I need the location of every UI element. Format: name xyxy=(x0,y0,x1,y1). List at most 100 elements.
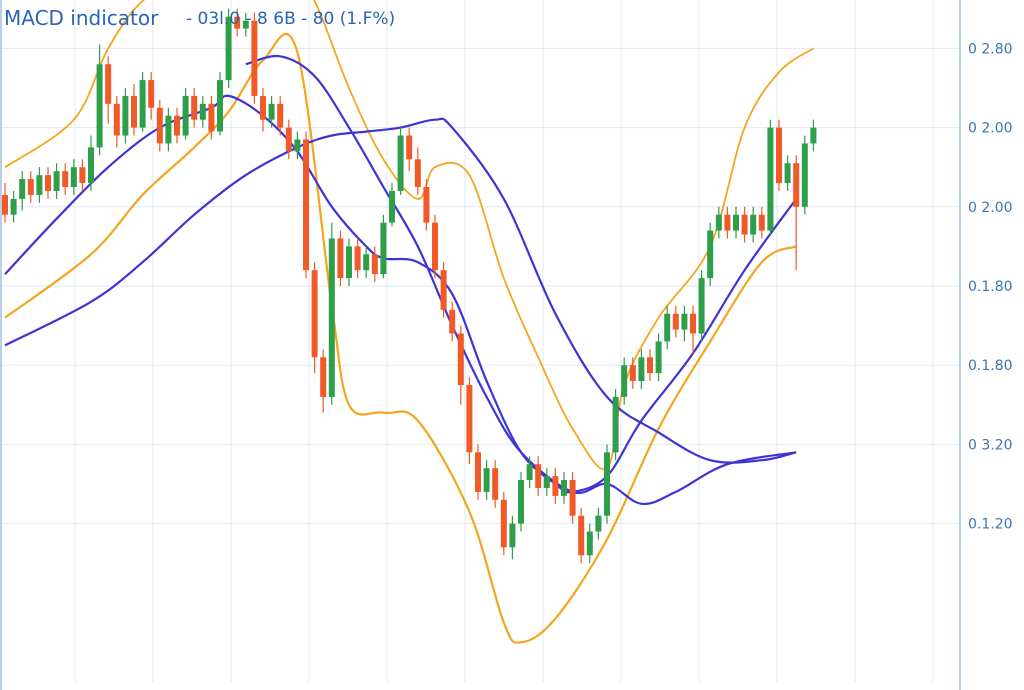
candle-up xyxy=(139,72,146,132)
candle-body xyxy=(303,139,309,271)
candle-down xyxy=(311,262,318,374)
candle-body xyxy=(148,80,155,108)
candle-up xyxy=(681,305,688,342)
candle-body xyxy=(500,499,507,548)
candle-body xyxy=(268,103,275,120)
candle-up xyxy=(767,119,774,235)
signal-line xyxy=(245,54,797,506)
candle-body xyxy=(328,238,335,397)
slow-ma-line xyxy=(4,117,797,464)
candle-body xyxy=(526,464,533,481)
candle-up xyxy=(698,270,705,342)
candle-up xyxy=(621,357,628,405)
candle-body xyxy=(397,135,404,191)
candle-down xyxy=(492,460,499,508)
candle-up xyxy=(165,107,172,152)
candle-down xyxy=(260,88,266,132)
candle-up xyxy=(389,183,395,227)
candle-body xyxy=(552,476,559,496)
candle-down xyxy=(690,305,696,354)
candle-up xyxy=(715,206,722,239)
candle-body xyxy=(277,103,284,128)
candle-body xyxy=(122,95,129,136)
candle-body xyxy=(561,480,567,496)
candle-body xyxy=(509,523,516,548)
candle-down xyxy=(79,159,86,191)
candle-up xyxy=(268,95,275,128)
candle-down xyxy=(156,99,163,152)
candle-down xyxy=(724,206,731,239)
candle-down xyxy=(449,301,456,342)
candle-body xyxy=(707,230,714,279)
candle-down xyxy=(758,206,765,239)
candle-body xyxy=(492,468,499,500)
candle-up xyxy=(664,305,671,350)
candle-body xyxy=(466,385,473,453)
candle-down xyxy=(432,214,438,279)
candle-body xyxy=(724,214,731,231)
candle-body xyxy=(242,20,249,29)
candle-body xyxy=(801,143,808,207)
candle-body xyxy=(53,171,60,191)
candle-body xyxy=(681,313,688,330)
candle-down xyxy=(423,179,430,231)
candle-body xyxy=(423,187,430,223)
candle-body xyxy=(217,80,223,132)
candle-body xyxy=(776,127,782,184)
y-tick-label: 0.1.80 xyxy=(968,279,1013,295)
candle-body xyxy=(604,452,610,516)
candle-down xyxy=(414,147,421,195)
candle-down xyxy=(337,230,344,286)
candle-up xyxy=(543,468,550,496)
candle-up xyxy=(96,44,103,156)
candle-up xyxy=(604,444,610,524)
candle-up xyxy=(638,349,645,389)
upper-band-line xyxy=(4,0,814,471)
candle-body xyxy=(698,278,705,334)
candle-up xyxy=(182,88,189,140)
candle-up xyxy=(70,159,77,195)
candle-up xyxy=(363,246,370,279)
candle-body xyxy=(96,64,103,148)
candle-up xyxy=(561,472,567,504)
candle-body xyxy=(105,64,112,104)
candle-body xyxy=(174,115,180,136)
candle-body xyxy=(19,179,26,199)
candle-down xyxy=(62,163,69,195)
candle-body xyxy=(371,254,378,275)
candle-up xyxy=(88,135,94,191)
candle-body xyxy=(251,20,258,96)
candle-down xyxy=(27,171,34,203)
candle-down xyxy=(466,377,473,465)
candle-body xyxy=(70,167,77,187)
candle-body xyxy=(569,480,576,516)
candle-body xyxy=(741,214,748,235)
candle-body xyxy=(483,468,490,492)
candle-body xyxy=(612,396,619,453)
candle-down xyxy=(672,305,679,338)
candle-body xyxy=(629,365,636,382)
chart-header-values: - 03l.0 - 8 6B - 80 (1.F%) xyxy=(186,9,395,29)
candle-body xyxy=(311,270,318,358)
chart-title: MACD indicator xyxy=(4,6,159,30)
candle-body xyxy=(260,95,266,120)
candle-up xyxy=(612,388,619,461)
candle-down xyxy=(741,206,748,243)
candle-body xyxy=(62,171,69,187)
candle-down xyxy=(303,131,309,279)
candle-body xyxy=(767,127,774,231)
candle-down xyxy=(371,246,378,283)
candle-up xyxy=(707,222,714,286)
candle-down xyxy=(776,119,782,191)
candle-body xyxy=(27,179,34,195)
candle-up xyxy=(53,163,60,199)
candle-body xyxy=(320,357,327,397)
candle-body xyxy=(10,198,17,215)
candle-down xyxy=(793,155,800,271)
candle-body xyxy=(595,515,602,532)
candle-down xyxy=(535,456,542,496)
candle-body xyxy=(45,175,51,191)
y-tick-label: 0 2.00 xyxy=(968,121,1013,137)
candle-up xyxy=(242,12,249,37)
candle-body xyxy=(664,313,671,342)
